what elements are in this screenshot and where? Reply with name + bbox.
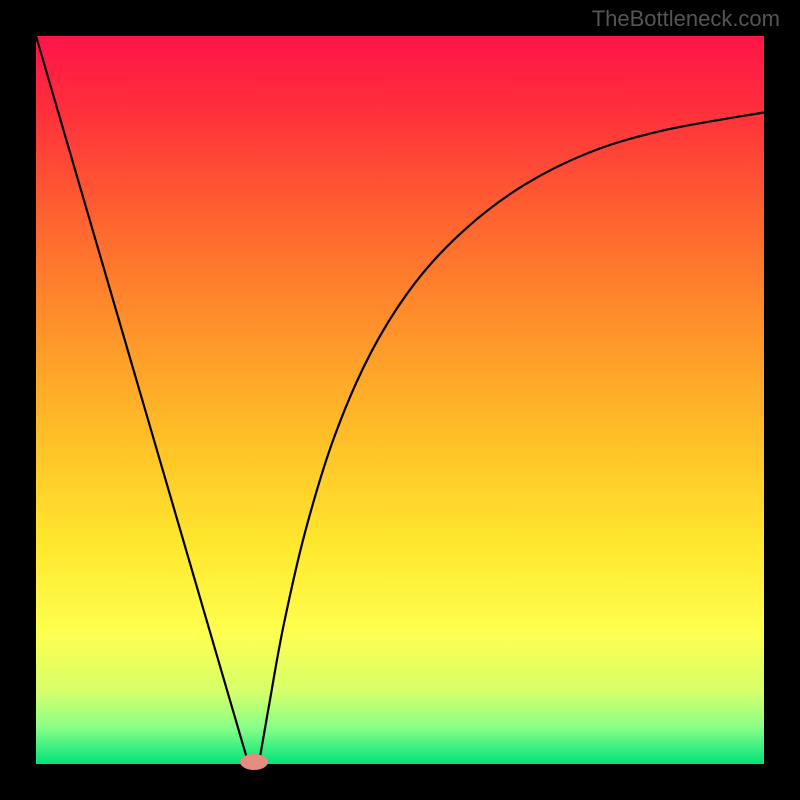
minimum-marker bbox=[240, 754, 268, 770]
gradient-background bbox=[36, 36, 764, 764]
plot-area bbox=[36, 36, 764, 764]
watermark-text: TheBottleneck.com bbox=[592, 6, 780, 32]
